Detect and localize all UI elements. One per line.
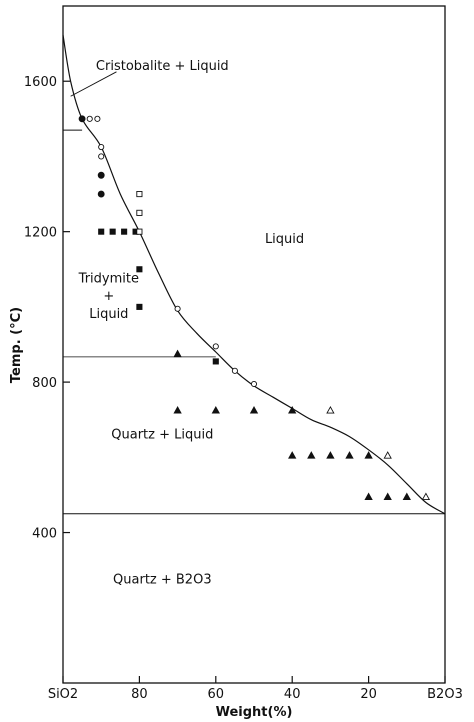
- x-tick-label: SiO2: [48, 687, 78, 702]
- filled-triangle-point: [326, 451, 335, 459]
- x-tick-label: B2O3: [427, 687, 463, 702]
- x-axis-title: Weight(%): [216, 705, 293, 720]
- filled-square-point: [212, 358, 219, 365]
- filled-triangle-point: [402, 492, 411, 500]
- filled-triangle-point: [364, 492, 373, 500]
- x-tick-label: 80: [131, 687, 148, 702]
- open-circle-point: [231, 367, 238, 374]
- open-square-point: [136, 191, 143, 198]
- filled-triangle-point: [364, 451, 373, 459]
- open-triangle-point: [326, 405, 335, 414]
- data-points: [78, 115, 431, 500]
- filled-square-point: [109, 228, 116, 235]
- x-tick-labels: SiO2 80 60 40 20 B2O3: [48, 687, 463, 702]
- x-tick-label: 60: [208, 687, 225, 702]
- filled-circle-point: [97, 190, 105, 198]
- open-circle-point: [94, 115, 101, 122]
- x-tick-label: 40: [284, 687, 301, 702]
- y-axis-title: Temp. (°C): [9, 307, 24, 383]
- filled-triangle-point: [249, 405, 259, 414]
- filled-square-point: [136, 303, 143, 310]
- filled-triangle-point: [383, 492, 392, 500]
- y-tick-labels: 400 800 1200 1600: [24, 75, 57, 541]
- filled-square-point: [98, 228, 105, 235]
- filled-triangle-point: [288, 451, 297, 459]
- open-triangle-point: [383, 451, 392, 459]
- filled-triangle-point: [307, 451, 316, 459]
- open-circle-point: [250, 380, 258, 388]
- filled-triangle-point: [211, 405, 220, 414]
- filled-square-point: [136, 266, 143, 273]
- region-label: Quartz + B2O3: [113, 572, 212, 587]
- region-label: +: [103, 289, 114, 304]
- y-tick-label: 1200: [24, 226, 57, 241]
- plot-frame: [62, 5, 446, 684]
- filled-circle-point: [78, 115, 86, 123]
- open-circle-point: [98, 153, 105, 160]
- open-circle-point: [212, 343, 219, 350]
- region-labels: Cristobalite + Liquid Liquid Tridymite + Liq…: [70, 59, 304, 587]
- filled-triangle-point: [173, 349, 182, 358]
- filled-triangle-point: [288, 405, 297, 414]
- open-circle-point: [174, 305, 181, 312]
- y-tick-label: 1600: [24, 75, 57, 90]
- region-label: Liquid: [89, 307, 128, 322]
- filled-circle-point: [97, 171, 105, 179]
- filled-triangle-point: [173, 405, 182, 414]
- filled-square-point: [121, 228, 128, 235]
- y-tick-label: 800: [32, 376, 57, 391]
- y-tick-label: 400: [32, 527, 57, 542]
- open-triangle-point: [421, 492, 431, 500]
- open-square-point: [136, 228, 143, 235]
- filled-triangle-point: [345, 451, 354, 459]
- x-tick-label: 20: [360, 687, 377, 702]
- boundary-lines: [63, 129, 445, 515]
- axis-ticks: [62, 80, 446, 683]
- region-label: Tridymite: [78, 271, 139, 286]
- cristobalite-pointer-line: [70, 71, 117, 97]
- liquidus-curve: [62, 34, 446, 515]
- region-label: Liquid: [265, 232, 304, 247]
- open-circle-point: [86, 115, 93, 122]
- open-circle-point: [98, 143, 105, 151]
- region-label: Cristobalite + Liquid: [96, 59, 229, 74]
- region-label: Quartz + Liquid: [111, 428, 213, 443]
- open-square-point: [136, 209, 143, 216]
